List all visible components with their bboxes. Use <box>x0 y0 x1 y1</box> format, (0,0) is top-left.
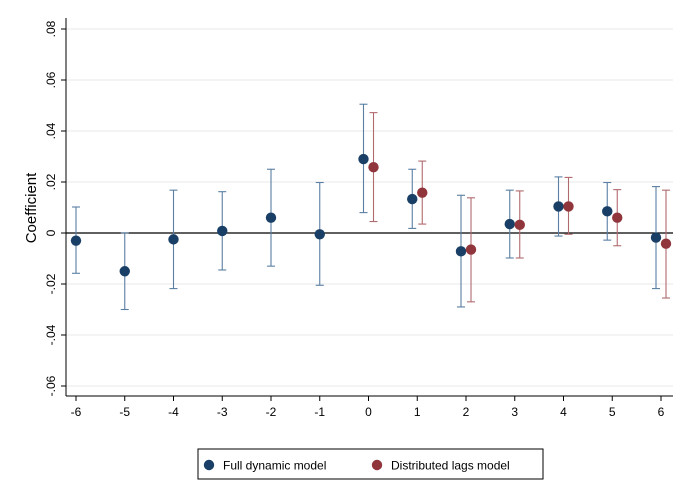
data-point <box>70 235 82 246</box>
x-tick-label: 6 <box>658 405 665 419</box>
x-tick-label: -5 <box>119 405 130 419</box>
x-tick-label: -6 <box>71 405 82 419</box>
x-tick-label: 3 <box>511 405 518 419</box>
y-tick-label: .08 <box>44 20 58 37</box>
data-point <box>217 225 228 237</box>
data-point <box>514 219 525 231</box>
x-tick-label: 0 <box>365 405 372 419</box>
data-point <box>119 266 130 277</box>
y-tick-label: .02 <box>44 173 58 190</box>
x-tick-label: 1 <box>414 405 421 419</box>
x-tick-label: 4 <box>560 405 567 419</box>
x-tick-label: 5 <box>609 405 616 419</box>
x-tick-label: -4 <box>168 405 179 419</box>
data-point <box>314 229 325 240</box>
data-point <box>563 201 574 212</box>
x-axis: -6 -5 -4 -3 -2 -1 0 1 2 3 4 5 6 <box>66 395 673 419</box>
data-point <box>650 232 662 243</box>
x-tick-label: -3 <box>217 405 228 419</box>
legend: Full dynamic model Distributed lags mode… <box>197 448 544 480</box>
y-axis-title: Coefficient <box>23 172 40 243</box>
x-tick-label: -2 <box>266 405 277 419</box>
legend-box <box>197 448 544 480</box>
data-point <box>168 234 179 245</box>
x-tick-label: 2 <box>463 405 470 419</box>
data-point <box>602 206 613 217</box>
data-point <box>265 212 277 223</box>
data-point <box>407 193 418 205</box>
legend-marker-distributed-lags <box>371 459 383 471</box>
data-point <box>358 153 369 165</box>
data-point <box>660 238 672 249</box>
data-point <box>455 246 467 257</box>
y-tick-label: -.06 <box>44 375 58 396</box>
y-tick-label: -.04 <box>44 324 58 345</box>
data-point <box>553 201 564 212</box>
x-tick-label: -1 <box>314 405 325 419</box>
y-tick-label: .04 <box>44 122 58 139</box>
legend-label-distributed-lags: Distributed lags model <box>391 459 510 473</box>
y-tick-label: .06 <box>44 71 58 88</box>
y-axis: .08 .06 .04 .02 0 -.02 -.04 -.06 <box>44 18 67 396</box>
y-tick-label: 0 <box>44 229 58 236</box>
y-tick-label: -.02 <box>44 273 58 294</box>
gridlines <box>66 28 673 387</box>
legend-marker-full-dynamic <box>203 459 215 471</box>
legend-label-full-dynamic: Full dynamic model <box>223 459 326 473</box>
data-points <box>70 153 672 277</box>
data-point <box>504 218 515 230</box>
data-point <box>612 212 623 223</box>
data-point <box>417 187 428 198</box>
data-point <box>465 244 477 255</box>
data-point <box>368 162 379 173</box>
